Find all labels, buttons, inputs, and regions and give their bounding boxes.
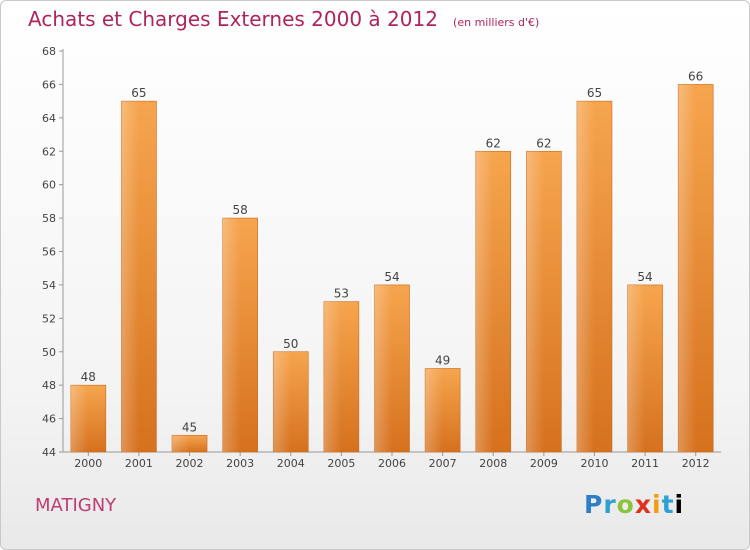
y-tick-label: 48 bbox=[42, 379, 56, 392]
x-tick-label: 2008 bbox=[479, 457, 507, 470]
data-label: 54 bbox=[637, 270, 652, 284]
x-tick-label: 2001 bbox=[125, 457, 153, 470]
y-tick-label: 58 bbox=[42, 212, 56, 225]
y-tick-label: 50 bbox=[42, 346, 56, 359]
data-label: 65 bbox=[131, 86, 146, 100]
chart-unit: (en milliers d'€) bbox=[453, 16, 540, 29]
data-label: 54 bbox=[384, 270, 399, 284]
y-tick-label: 62 bbox=[42, 145, 56, 158]
bar-highlight bbox=[121, 101, 139, 452]
bar-highlight bbox=[475, 151, 494, 452]
chart-axes: 44 46 48 50 52 54 56 58 60 62 64 66 68 bbox=[42, 45, 721, 459]
x-tick-label: 2006 bbox=[378, 457, 406, 470]
data-label: 62 bbox=[486, 136, 501, 150]
data-label: 48 bbox=[81, 370, 96, 384]
data-label: 66 bbox=[688, 69, 703, 83]
bar-highlight bbox=[627, 284, 646, 452]
x-tick-label: 2004 bbox=[277, 457, 305, 470]
data-label: 49 bbox=[435, 353, 450, 367]
chart-title: Achats et Charges Externes 2000 à 2012 bbox=[28, 7, 438, 31]
data-label: 45 bbox=[182, 420, 197, 434]
chart-labels: 2000 48 2001 65 2002 45 2003 58 2004 50 2005 53 2006… bbox=[74, 69, 709, 470]
bar-highlight bbox=[526, 151, 544, 452]
proxiti-logo[interactable]: Proxiti bbox=[584, 490, 685, 519]
y-tick-label: 44 bbox=[42, 446, 56, 459]
chart-bars bbox=[70, 84, 714, 453]
commune-name: MATIGNY bbox=[35, 495, 117, 516]
bar-highlight bbox=[222, 218, 241, 452]
bar-highlight bbox=[323, 301, 342, 452]
y-tick-label: 64 bbox=[42, 112, 56, 125]
x-tick-label: 2011 bbox=[631, 457, 659, 470]
bar-highlight bbox=[273, 351, 291, 452]
y-tick-label: 52 bbox=[42, 312, 56, 325]
bar-highlight bbox=[374, 284, 392, 452]
data-label: 62 bbox=[536, 136, 551, 150]
bar-highlight bbox=[425, 368, 443, 452]
y-tick-label: 66 bbox=[42, 78, 56, 91]
x-tick-label: 2010 bbox=[580, 457, 608, 470]
x-tick-label: 2009 bbox=[530, 457, 558, 470]
x-tick-label: 2003 bbox=[226, 457, 254, 470]
y-tick-label: 56 bbox=[42, 246, 56, 259]
y-tick-label: 60 bbox=[42, 179, 56, 192]
x-tick-label: 2005 bbox=[327, 457, 355, 470]
bar-highlight bbox=[576, 101, 595, 452]
data-label: 58 bbox=[233, 203, 248, 217]
x-tick-label: 2007 bbox=[429, 457, 457, 470]
bar-highlight bbox=[678, 84, 696, 453]
bar-highlight bbox=[70, 385, 89, 452]
x-tick-label: 2002 bbox=[176, 457, 204, 470]
x-tick-label: 2000 bbox=[74, 457, 102, 470]
y-tick-label: 68 bbox=[42, 45, 56, 58]
data-label: 50 bbox=[283, 337, 298, 351]
data-label: 53 bbox=[334, 287, 349, 301]
title-row: Achats et Charges Externes 2000 à 2012 (… bbox=[28, 7, 539, 31]
bar-highlight bbox=[172, 435, 190, 452]
data-label: 65 bbox=[587, 86, 602, 100]
y-tick-label: 46 bbox=[42, 413, 56, 426]
y-tick-label: 54 bbox=[42, 279, 56, 292]
x-tick-label: 2012 bbox=[682, 457, 710, 470]
